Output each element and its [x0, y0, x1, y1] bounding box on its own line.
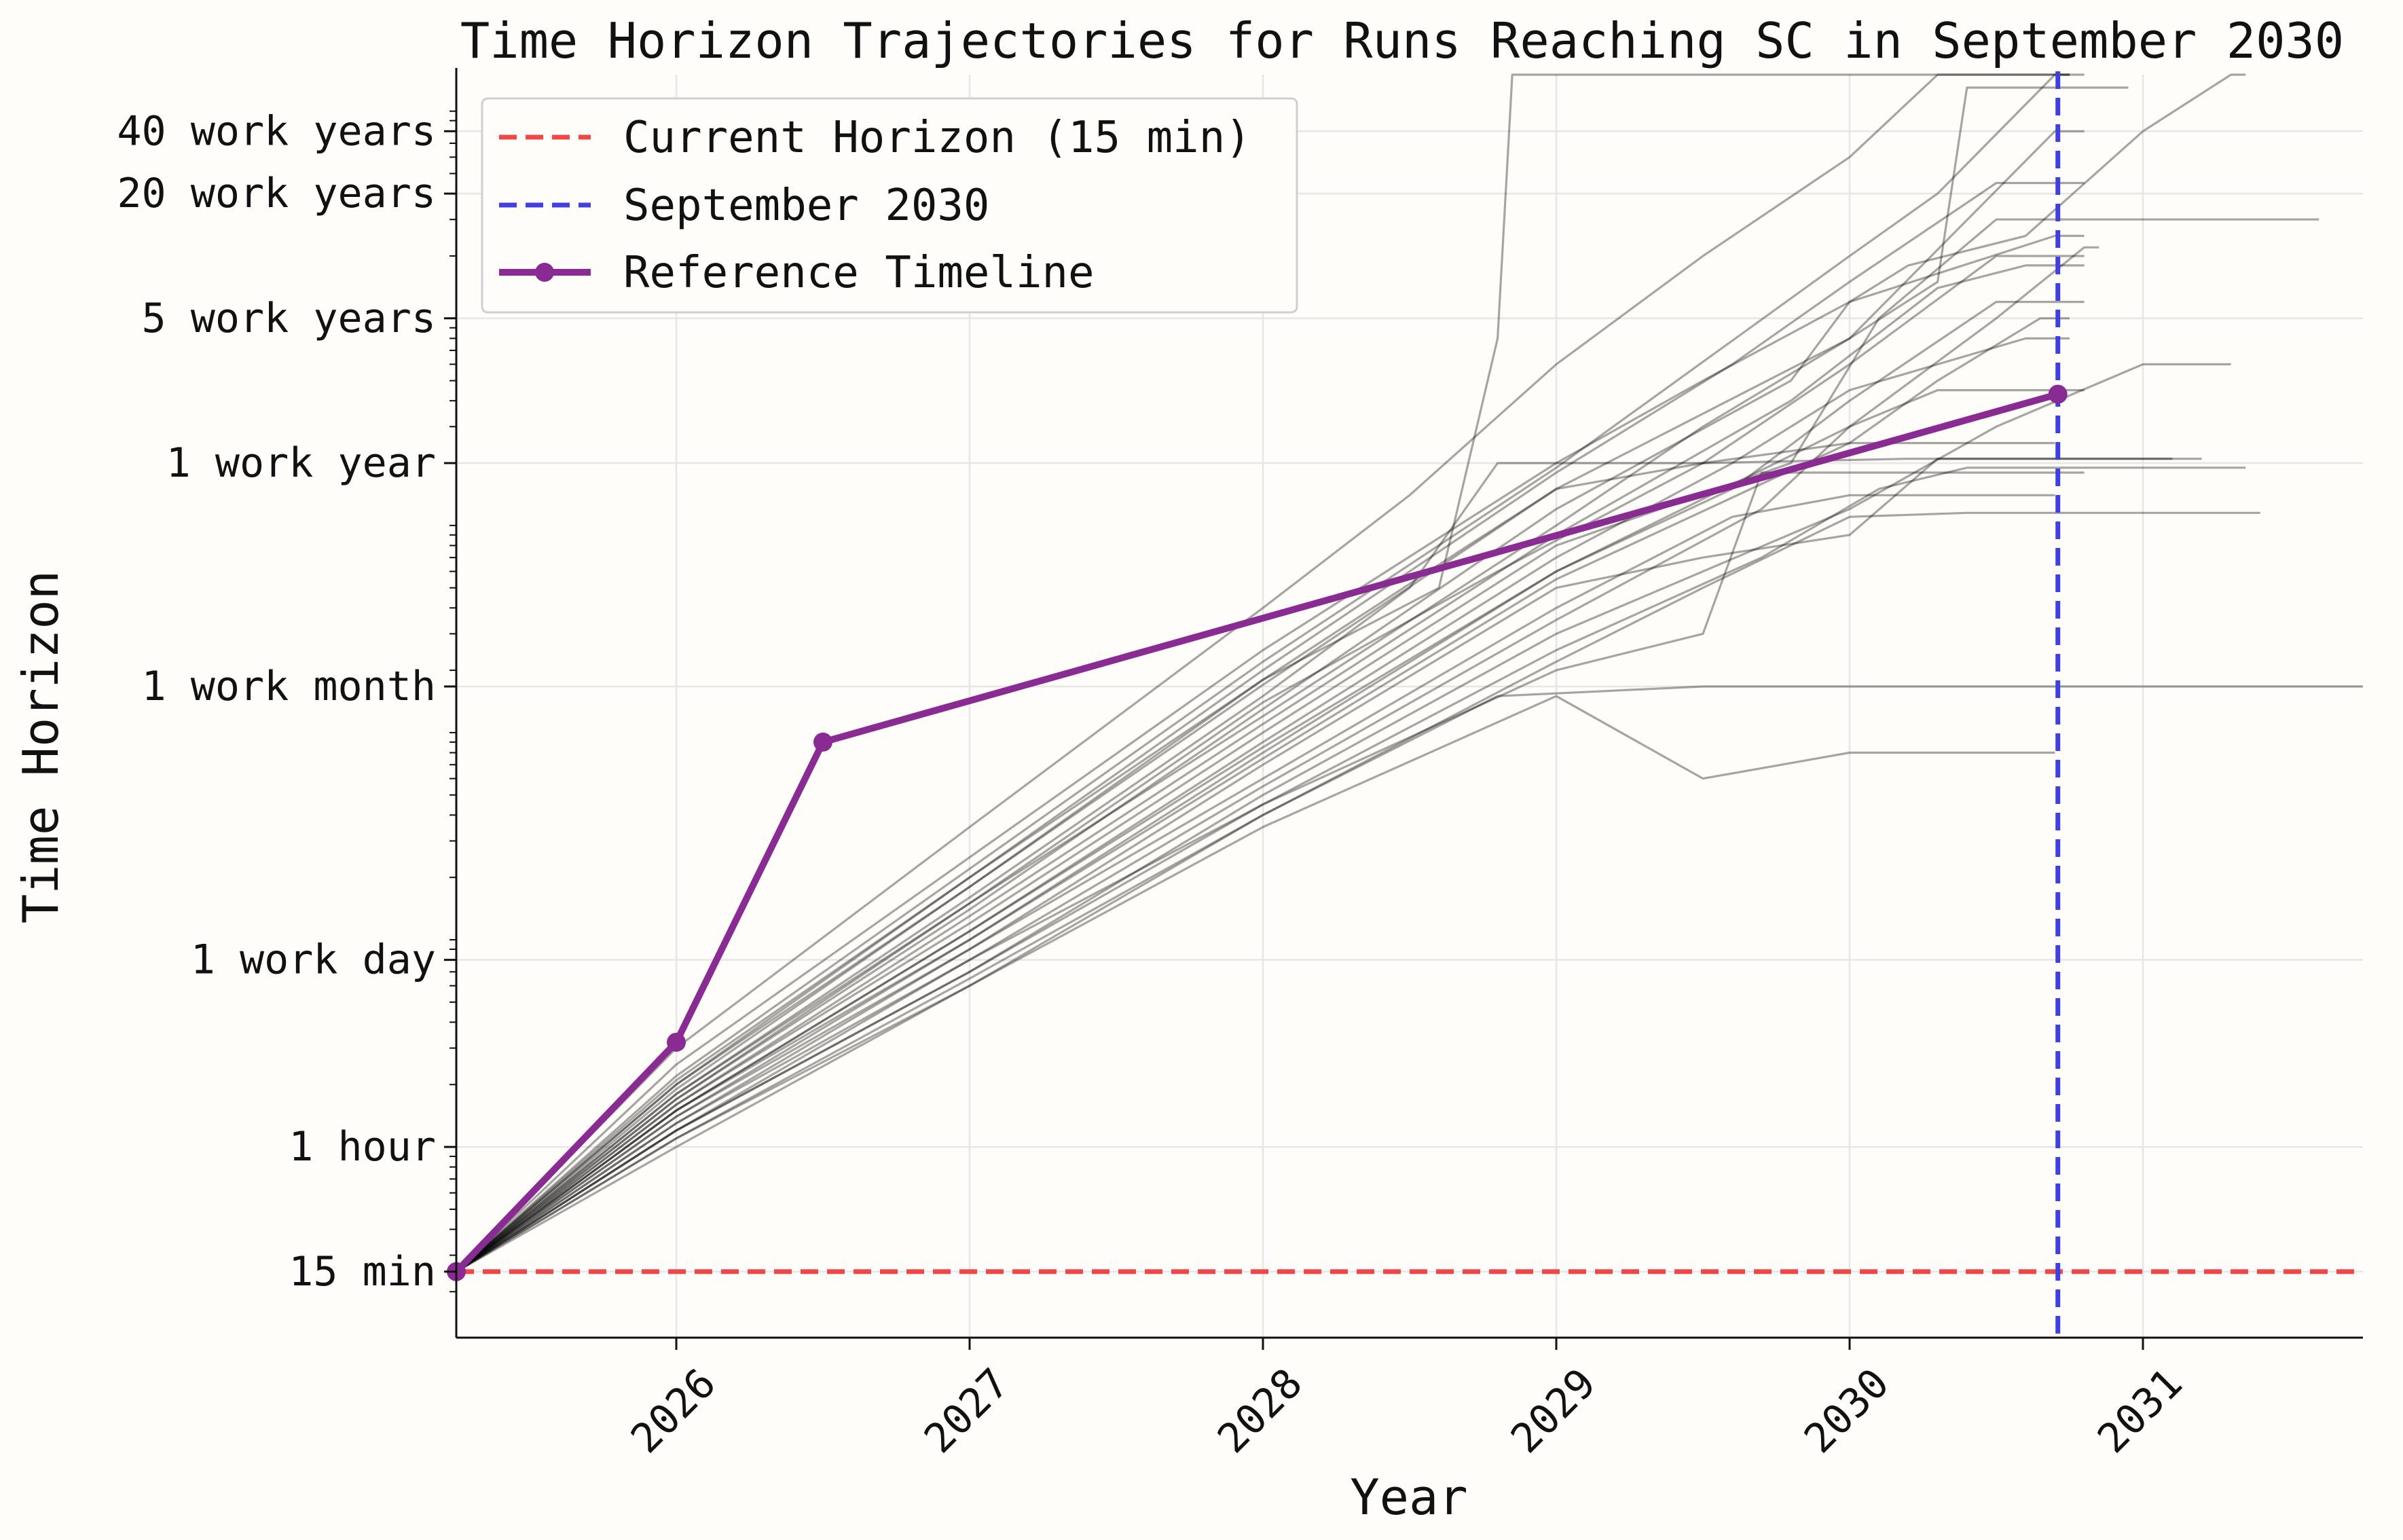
trajectory-line [456, 458, 2202, 1273]
y-tick-label: 1 work year [166, 439, 436, 487]
reference-lines [456, 71, 2363, 1338]
y-tick-label: 1 hour [289, 1123, 436, 1171]
legend-label-current-horizon: Current Horizon (15 min) [623, 113, 1251, 163]
trajectory-line [456, 389, 2085, 1273]
y-ticks: 15 min 1 hour 1 work day 1 work month 1 work… [117, 107, 456, 1296]
trajectory-line [456, 471, 2085, 1273]
y-axis-title: Time Horizon [12, 570, 69, 923]
trajectory-line [456, 317, 2070, 1273]
trajectory-line [455, 73, 2085, 1272]
trajectory-line [456, 363, 2231, 1273]
reference-timeline-point [667, 1032, 686, 1052]
trajectory-line [455, 73, 2070, 1272]
trajectory-line [456, 695, 2055, 1273]
legend-box [481, 97, 1298, 314]
y-tick-label: 40 work years [117, 107, 436, 155]
trajectory-line [456, 246, 2099, 1273]
trajectory-line [456, 466, 2246, 1273]
trajectory-line [455, 86, 2129, 1273]
legend-label-september-2030: September 2030 [623, 181, 989, 231]
reference-timeline-line [454, 390, 2059, 1275]
chart-title: Time Horizon Trajectories for Runs Reach… [460, 12, 2344, 69]
trajectories [455, 73, 2363, 1273]
y-tick-label: 1 work month [142, 663, 436, 710]
legend-marker-reference-timeline [535, 263, 554, 282]
trajectory-line [455, 73, 2070, 1273]
trajectory-line [455, 130, 2085, 1273]
trajectory-line [455, 458, 2173, 1273]
trajectory-line [455, 181, 2085, 1273]
reference-timeline-point [2048, 384, 2068, 404]
x-axis-title: Year [1350, 1469, 1467, 1526]
axes [450, 68, 2363, 1339]
y-tick-label: 1 work day [191, 936, 436, 984]
trajectory-line [455, 441, 2055, 1273]
trajectory-line [456, 301, 2085, 1273]
trajectory-line [456, 234, 2085, 1273]
y-tick-label: 20 work years [117, 170, 436, 217]
trajectory-line [456, 255, 2085, 1273]
trajectory-line [456, 337, 2070, 1273]
reference-timeline-point [813, 732, 832, 752]
legend: Current Horizon (15 min) September 2030 … [481, 97, 1298, 314]
y-tick-label: 5 work years [142, 295, 436, 342]
trajectory-line [456, 685, 2363, 1273]
trajectory-line [456, 511, 2260, 1273]
y-tick-label: 15 min [289, 1248, 436, 1296]
legend-label-reference-timeline: Reference Timeline [623, 248, 1095, 298]
trajectory-line [455, 73, 2246, 1272]
trajectory-line [456, 494, 2055, 1273]
